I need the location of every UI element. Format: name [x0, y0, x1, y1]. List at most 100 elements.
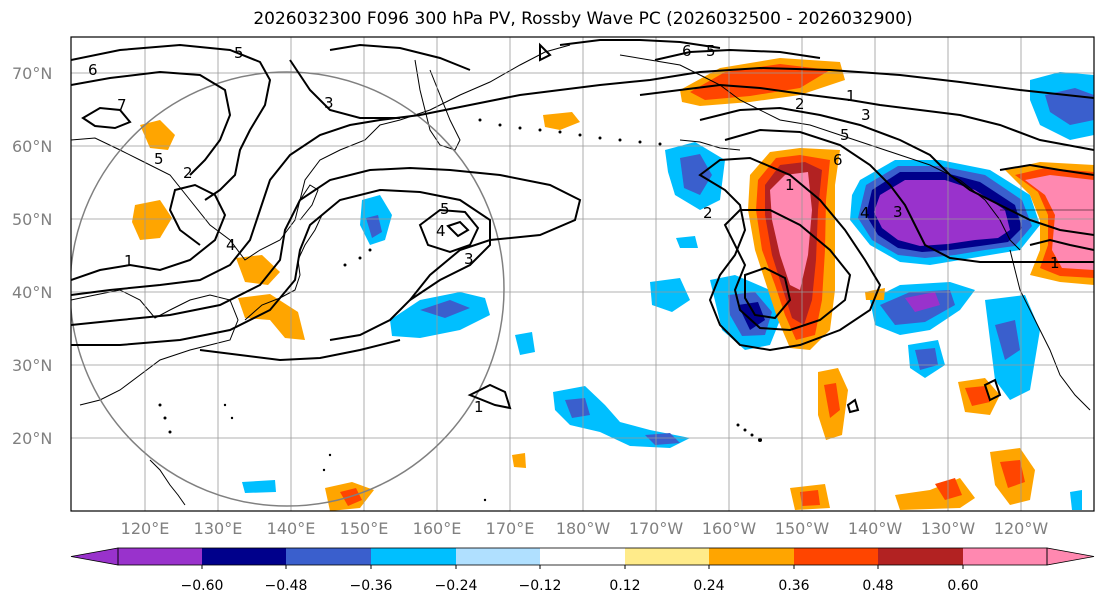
island-chains [158, 118, 762, 502]
colorbar-extend-min [70, 547, 119, 566]
pv-contour [699, 106, 1094, 236]
positive-anomaly-region [543, 112, 580, 130]
pv-shading [132, 58, 1094, 511]
positive-anomaly-region [140, 120, 175, 150]
pv-contour [199, 339, 401, 362]
colorbar-swatches [118, 548, 1047, 565]
positive-anomaly-region [238, 294, 305, 340]
positive-anomaly-core [935, 478, 962, 500]
lon-label: 160°E [413, 519, 462, 538]
negative-anomaly-region [242, 480, 276, 493]
lon-label: 140°E [267, 519, 316, 538]
coastline-aleutians-east [679, 139, 741, 151]
colorbar-tick-label: 0.12 [609, 578, 640, 594]
pv-contour [71, 166, 582, 341]
lon-label: 150°W [775, 519, 830, 538]
contour-label: 3 [464, 250, 474, 268]
colorbar-tick-label: −0.48 [265, 578, 308, 594]
positive-anomaly-core [1000, 460, 1025, 488]
pv-contour [71, 70, 232, 176]
lon-label: 150°E [340, 519, 389, 538]
contour-label: 5 [234, 44, 244, 62]
lon-label: 170°E [486, 519, 535, 538]
contour-label: 3 [861, 106, 871, 124]
pv-contour [446, 220, 470, 238]
contour-label: 3 [324, 94, 334, 112]
contour-label: 6 [682, 42, 692, 60]
positive-anomaly-region [512, 453, 526, 468]
positive-anomaly-region [236, 255, 280, 285]
pv-contour [81, 106, 132, 130]
plot-area [71, 37, 1094, 511]
negative-anomaly-core [680, 154, 712, 195]
pv-contour [289, 59, 400, 119]
negative-anomaly-region [650, 278, 690, 312]
negative-anomaly-core [915, 348, 938, 370]
pv-contour [698, 156, 882, 352]
negative-anomaly-region [1070, 490, 1082, 510]
contour-label: 4 [436, 222, 446, 240]
contour-label: 4 [860, 204, 870, 222]
contour-label: 3 [893, 203, 903, 221]
pv-contour [846, 398, 860, 414]
colorbar-swatch [118, 548, 202, 565]
coastline-kamchatka [414, 59, 461, 151]
contour-label: 1 [785, 176, 795, 194]
colorbar-swatch [371, 548, 456, 565]
pv-contour [999, 163, 1094, 176]
pv-contour [654, 48, 821, 61]
pv-contour [329, 43, 471, 71]
colorbar: −0.60 −0.48 −0.36 −0.24 −0.12 0.12 0.24 0.36 0.4… [70, 547, 1095, 594]
negative-anomaly-core [995, 320, 1020, 360]
contour-label: 2 [795, 95, 805, 113]
reference-circle [71, 71, 505, 507]
pv-contour [983, 378, 1002, 402]
lon-label: 120°W [994, 519, 1049, 538]
contour-label: 5 [706, 42, 716, 60]
contour-label: 6 [833, 151, 843, 169]
lon-label: 160°W [702, 519, 757, 538]
lon-label: 180°W [556, 519, 611, 538]
contour-label: 5 [154, 150, 164, 168]
pv-contour [1029, 238, 1094, 251]
lon-label: 120°E [121, 519, 170, 538]
colorbar-swatch [456, 548, 540, 565]
colorbar-tick-label: −0.24 [435, 578, 478, 594]
pv-contours [71, 39, 1094, 414]
contour-label: 5 [840, 126, 850, 144]
contour-label: 1 [1050, 254, 1060, 272]
contour-label: 7 [117, 96, 127, 114]
colorbar-tick-label: −0.12 [519, 578, 562, 594]
pv-contour [744, 266, 792, 320]
colorbar-tick-label: −0.36 [350, 578, 393, 594]
pv-contour [639, 83, 1094, 151]
pv-contour [723, 209, 852, 332]
pv-contour [71, 188, 491, 346]
lat-label-20n: 20°N [12, 429, 52, 448]
contour-label: 2 [183, 164, 193, 182]
negative-anomaly-region [676, 236, 698, 248]
lon-label: 140°W [848, 519, 903, 538]
coastline-philippines [149, 459, 186, 506]
coastline-hokkaido [299, 184, 319, 221]
colorbar-swatch [709, 548, 794, 565]
negative-anomaly-core [645, 433, 680, 445]
colorbar-ticks: −0.60 −0.48 −0.36 −0.24 −0.12 0.12 0.24 0.36 0.4… [181, 565, 979, 594]
negative-anomaly-core [905, 292, 940, 312]
pv-contour [71, 183, 227, 281]
pv-contour [724, 128, 1094, 263]
colorbar-tick-label: 0.36 [778, 578, 809, 594]
latitude-labels: 70°N 60°N 50°N 40°N 30°N 20°N [12, 64, 52, 448]
colorbar-swatch [794, 548, 878, 565]
coastline-japan [244, 214, 323, 321]
pv-contour [71, 43, 272, 201]
map-title: 2026032300 F096 300 hPa PV, Rossby Wave … [253, 9, 913, 29]
colorbar-swatch [202, 548, 286, 565]
negative-anomaly-core [420, 300, 470, 318]
pv-contour [71, 66, 1094, 296]
positive-anomaly-region [132, 200, 172, 240]
positive-anomaly-core [965, 386, 990, 406]
colorbar-swatch [625, 548, 709, 565]
colorbar-tick-label: 0.60 [947, 578, 978, 594]
lon-label: 130°E [194, 519, 243, 538]
